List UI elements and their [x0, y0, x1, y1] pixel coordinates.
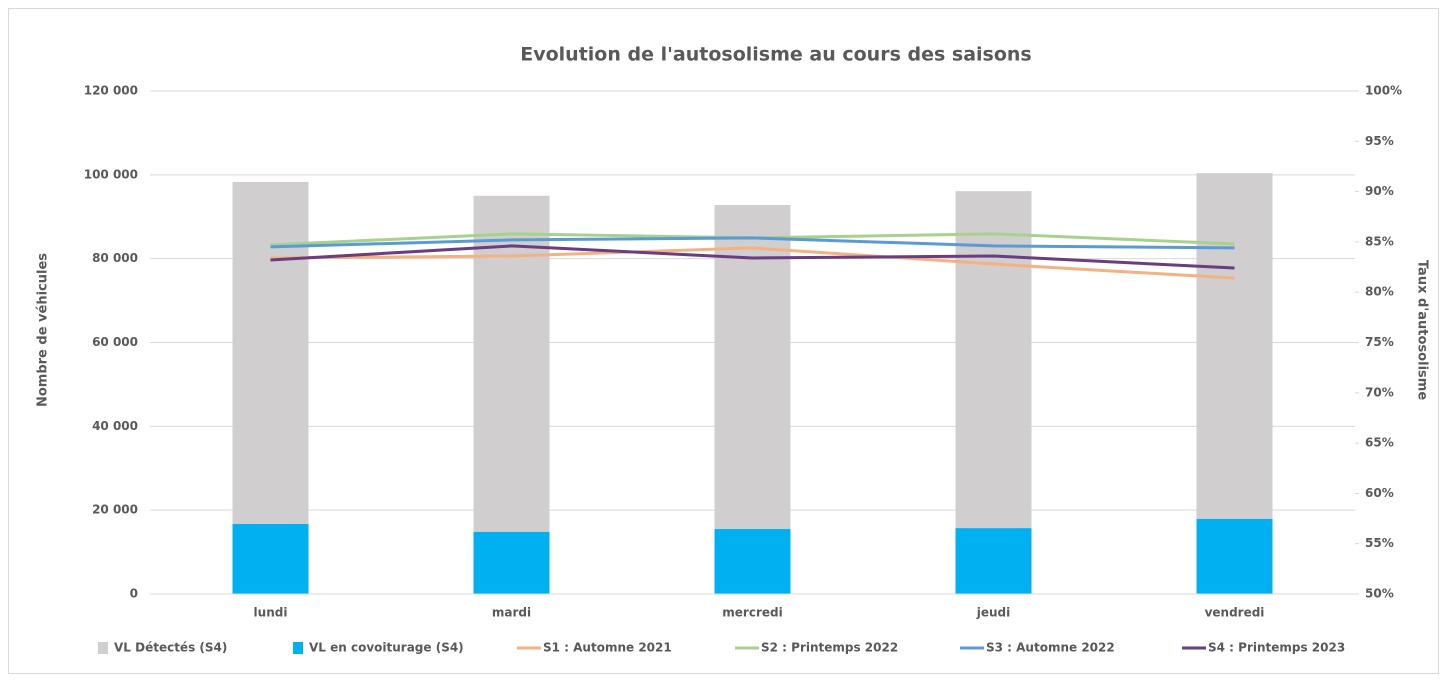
y2-tick-label: 60% [1365, 486, 1394, 500]
y-tick-label: 60 000 [92, 335, 138, 349]
y-tick-label: 40 000 [92, 419, 138, 433]
y2-tick-label: 50% [1365, 587, 1394, 601]
line [270, 244, 1235, 270]
x-tick-label: mardi [492, 606, 531, 620]
bar [232, 523, 309, 594]
y-tick-label: 20 000 [92, 503, 138, 517]
bar [473, 531, 550, 594]
x-tick-label: jeudi [976, 606, 1011, 620]
legend-label: VL Détectés (S4) [114, 641, 227, 655]
bar [955, 528, 1032, 594]
y-tick-label: 120 000 [84, 84, 138, 98]
chart-title: Evolution de l'autosolisme au cours des … [520, 44, 1032, 66]
y2-tick-label: 95% [1365, 134, 1394, 148]
y2-tick-label: 55% [1365, 536, 1394, 550]
y2-tick-label: 65% [1365, 436, 1394, 450]
y-tick-label: 0 [130, 587, 138, 601]
line [270, 236, 1235, 250]
y2-tick-label: 70% [1365, 385, 1394, 399]
y2-tick-label: 85% [1365, 234, 1394, 248]
legend-label: VL en covoiturage (S4) [309, 641, 464, 655]
x-tick-label: lundi [254, 606, 288, 620]
legend-label: S2 : Printemps 2022 [761, 641, 898, 655]
y2-tick-label: 80% [1365, 285, 1394, 299]
x-tick-label: vendredi [1205, 606, 1265, 620]
legend-swatch [98, 642, 108, 654]
y2-tick-label: 100% [1365, 84, 1402, 98]
y2-axis-title: Taux d'autosolisme [1415, 260, 1430, 400]
legend-label: S4 : Printemps 2023 [1208, 641, 1345, 655]
legend-label: S3 : Automne 2022 [986, 641, 1115, 655]
bar [1196, 518, 1273, 594]
y-tick-label: 100 000 [84, 167, 138, 181]
bar [714, 529, 791, 594]
bar [473, 195, 550, 594]
y2-tick-label: 75% [1365, 335, 1394, 349]
y2-tick-label: 90% [1365, 184, 1394, 198]
legend-swatch [293, 642, 303, 654]
line [270, 246, 1235, 280]
x-tick-label: mercredi [722, 606, 782, 620]
y-tick-label: 80 000 [92, 251, 138, 265]
y-axis-title: Nombre de véhicules [36, 253, 51, 407]
legend-label: S1 : Automne 2021 [543, 641, 672, 655]
